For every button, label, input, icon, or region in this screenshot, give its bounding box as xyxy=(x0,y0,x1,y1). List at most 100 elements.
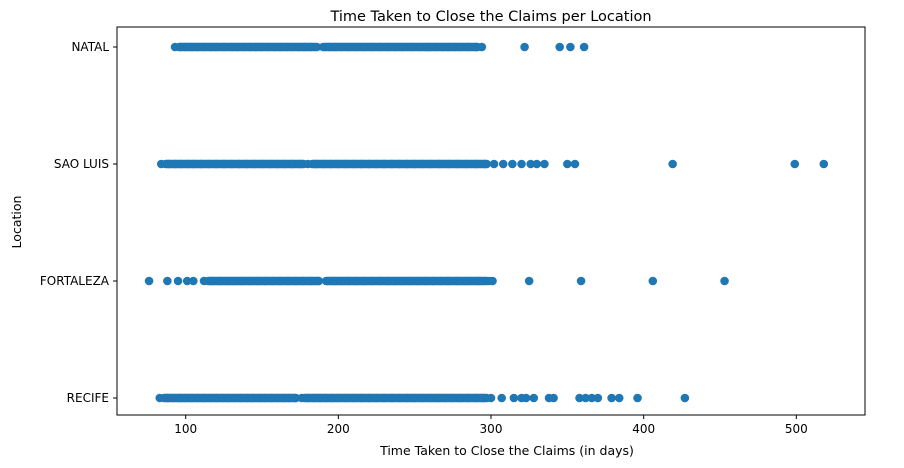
data-point xyxy=(407,42,416,52)
data-point xyxy=(272,159,282,169)
data-point xyxy=(242,393,252,403)
data-point xyxy=(614,393,624,403)
data-point xyxy=(359,42,369,52)
data-point xyxy=(421,276,430,286)
data-point xyxy=(329,276,339,286)
data-point xyxy=(462,159,471,169)
data-point xyxy=(214,276,224,286)
data-point xyxy=(364,159,374,169)
data-point xyxy=(297,393,307,403)
data-point xyxy=(480,159,490,169)
data-point xyxy=(263,42,273,52)
data-point xyxy=(341,393,351,403)
data-point xyxy=(268,276,278,286)
points-layer xyxy=(144,42,829,403)
data-point xyxy=(295,159,305,169)
data-point xyxy=(576,276,586,286)
y-tick-label: FORTALEZA xyxy=(40,274,110,288)
data-point xyxy=(575,393,584,403)
data-point xyxy=(402,159,412,169)
x-tick-label: 100 xyxy=(174,422,197,436)
data-point xyxy=(227,159,236,169)
x-tick-label: 400 xyxy=(632,422,655,436)
data-point xyxy=(521,393,531,403)
data-point xyxy=(549,393,558,403)
data-point xyxy=(260,276,270,286)
data-point xyxy=(245,42,255,52)
data-point xyxy=(425,159,435,169)
data-point xyxy=(234,159,244,169)
data-point xyxy=(450,42,459,52)
data-point xyxy=(196,159,206,169)
data-point xyxy=(410,393,419,403)
data-point xyxy=(367,276,377,286)
data-point xyxy=(453,159,462,169)
data-point xyxy=(607,393,616,403)
data-point xyxy=(193,42,203,52)
data-point xyxy=(207,276,216,286)
data-point xyxy=(164,159,174,169)
data-point xyxy=(593,393,603,403)
data-point xyxy=(311,159,320,169)
data-point xyxy=(334,159,343,169)
data-point xyxy=(463,42,473,52)
data-point xyxy=(416,42,426,52)
data-point xyxy=(648,276,658,286)
data-point xyxy=(211,42,221,52)
data-point xyxy=(298,276,308,286)
data-point xyxy=(337,42,346,52)
data-point xyxy=(352,276,361,286)
y-tick-label: NATAL xyxy=(71,40,109,54)
data-point xyxy=(372,159,381,169)
data-point xyxy=(254,393,264,403)
data-point xyxy=(367,42,377,52)
data-point xyxy=(309,393,319,403)
data-point xyxy=(498,159,508,169)
data-point xyxy=(187,393,197,403)
data-point xyxy=(170,159,180,169)
data-point xyxy=(456,393,465,403)
data-point xyxy=(306,276,316,286)
data-point xyxy=(428,276,438,286)
data-point xyxy=(387,393,397,403)
data-point xyxy=(398,276,407,286)
data-point xyxy=(288,42,297,52)
data-point xyxy=(250,159,259,169)
data-point xyxy=(239,42,249,52)
data-point xyxy=(334,393,343,403)
data-point xyxy=(156,159,166,169)
data-point xyxy=(680,393,690,403)
data-point xyxy=(587,393,597,403)
data-point xyxy=(269,42,279,52)
data-point xyxy=(315,393,325,403)
data-point xyxy=(181,42,190,52)
data-point xyxy=(489,159,499,169)
data-point xyxy=(379,159,389,169)
data-point xyxy=(280,159,290,169)
data-point xyxy=(204,159,213,169)
data-point xyxy=(581,393,590,403)
data-point xyxy=(211,159,221,169)
data-point xyxy=(440,393,450,403)
data-point xyxy=(219,159,229,169)
data-point xyxy=(314,276,323,286)
data-point xyxy=(633,393,642,403)
data-point xyxy=(390,42,400,52)
data-point xyxy=(337,276,346,286)
data-point xyxy=(532,159,542,169)
data-point xyxy=(233,42,242,52)
data-point xyxy=(456,42,465,52)
data-point xyxy=(266,393,276,403)
data-point xyxy=(524,276,534,286)
data-point xyxy=(265,159,274,169)
data-point xyxy=(668,159,677,169)
data-point xyxy=(144,276,154,286)
data-point xyxy=(187,42,197,52)
data-point xyxy=(219,42,229,52)
data-point xyxy=(479,393,488,403)
data-point xyxy=(181,393,190,403)
y-axis-label: Location xyxy=(9,196,24,249)
data-point xyxy=(443,276,453,286)
data-point xyxy=(193,393,203,403)
data-point xyxy=(272,393,282,403)
